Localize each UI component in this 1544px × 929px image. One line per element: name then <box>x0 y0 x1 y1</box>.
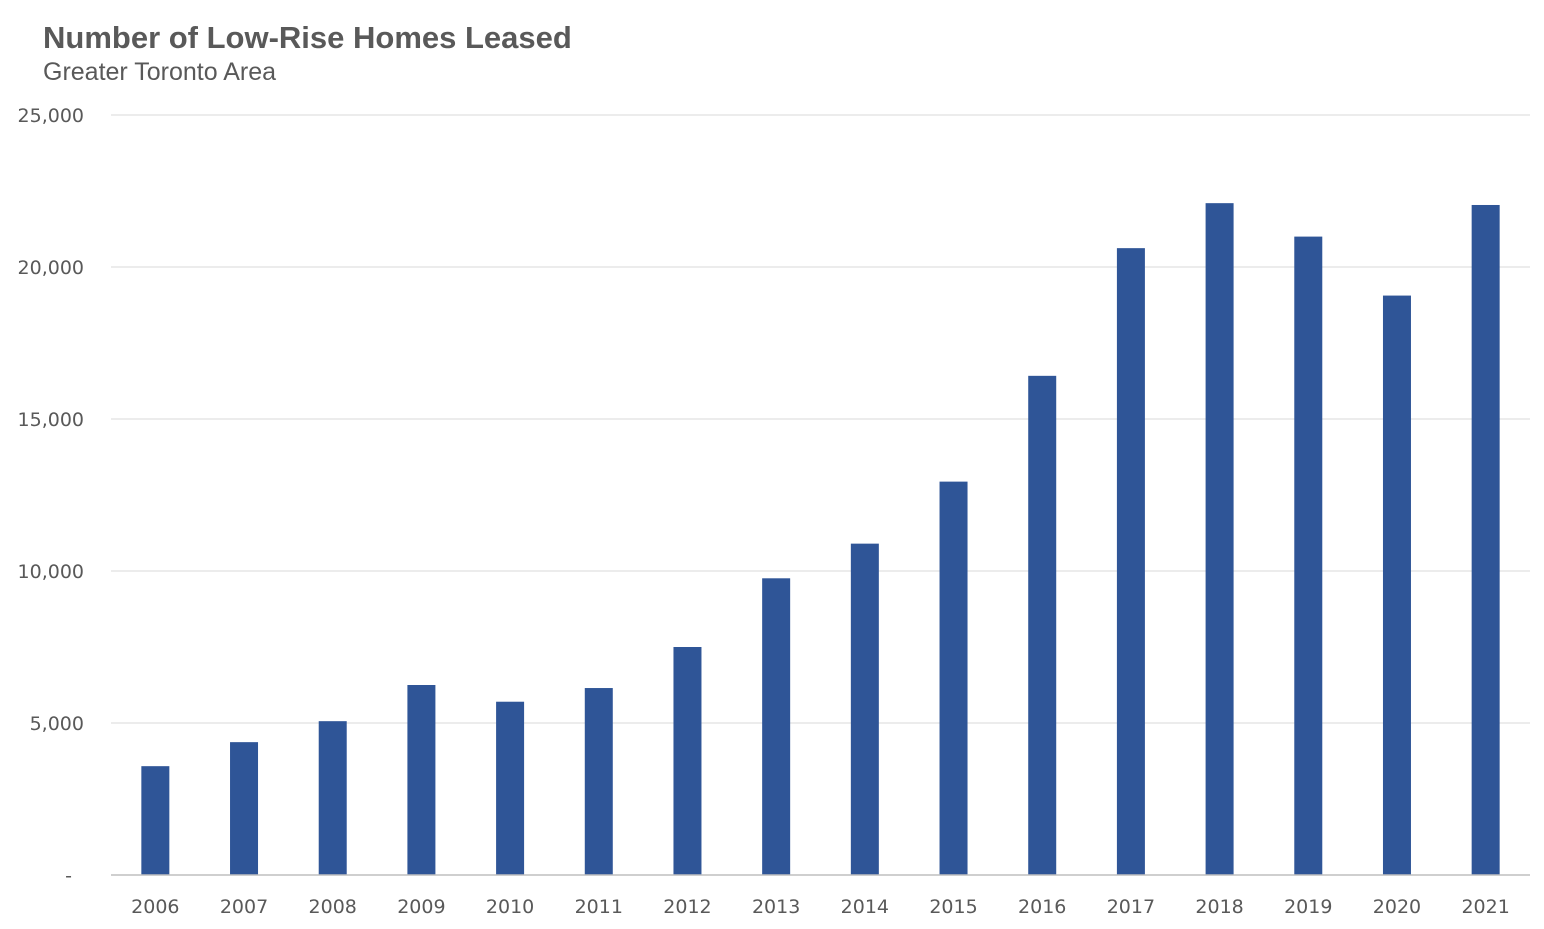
x-tick-label: 2021 <box>1461 896 1509 918</box>
y-tick-label: 25,000 <box>18 105 84 127</box>
bar <box>141 766 170 875</box>
y-tick-label: 10,000 <box>18 561 84 583</box>
bar <box>1116 248 1145 876</box>
bar <box>1028 375 1057 875</box>
bar <box>1205 203 1234 875</box>
x-tick-label: 2013 <box>752 896 800 918</box>
y-tick-label: - <box>65 865 72 887</box>
bar <box>673 647 702 875</box>
x-tick-label: 2006 <box>131 896 179 918</box>
y-tick-label: 20,000 <box>18 257 84 279</box>
x-tick-label: 2019 <box>1284 896 1332 918</box>
x-axis-ticks: 2006 2007 2008 2009 2010 2011 2012 2013 2014 2015… <box>131 896 1510 918</box>
y-tick-label: 15,000 <box>18 409 84 431</box>
x-tick-label: 2008 <box>309 896 357 918</box>
x-tick-label: 2020 <box>1373 896 1421 918</box>
bar <box>850 543 879 875</box>
x-tick-label: 2011 <box>575 896 623 918</box>
bar <box>318 721 347 875</box>
x-tick-label: 2007 <box>220 896 268 918</box>
x-tick-label: 2009 <box>397 896 445 918</box>
bars <box>141 203 1500 876</box>
x-tick-label: 2015 <box>929 896 977 918</box>
bar <box>496 701 525 875</box>
bar <box>1471 204 1500 875</box>
bar <box>584 688 613 875</box>
bar <box>939 481 968 875</box>
y-axis-ticks: - 5,000 10,000 15,000 20,000 25,000 <box>18 105 84 887</box>
chart-title: Number of Low-Rise Homes Leased <box>43 20 572 55</box>
y-tick-label: 5,000 <box>30 713 84 735</box>
x-tick-label: 2016 <box>1018 896 1066 918</box>
bar <box>407 685 436 875</box>
bar <box>230 742 259 875</box>
bar <box>1294 236 1323 876</box>
chart-subtitle: Greater Toronto Area <box>43 58 277 86</box>
bar <box>1382 295 1411 875</box>
x-tick-label: 2014 <box>841 896 889 918</box>
x-tick-label: 2012 <box>663 896 711 918</box>
bar <box>762 578 791 875</box>
gridlines <box>111 114 1530 724</box>
x-tick-label: 2018 <box>1195 896 1243 918</box>
x-tick-label: 2010 <box>486 896 534 918</box>
x-tick-label: 2017 <box>1107 896 1155 918</box>
